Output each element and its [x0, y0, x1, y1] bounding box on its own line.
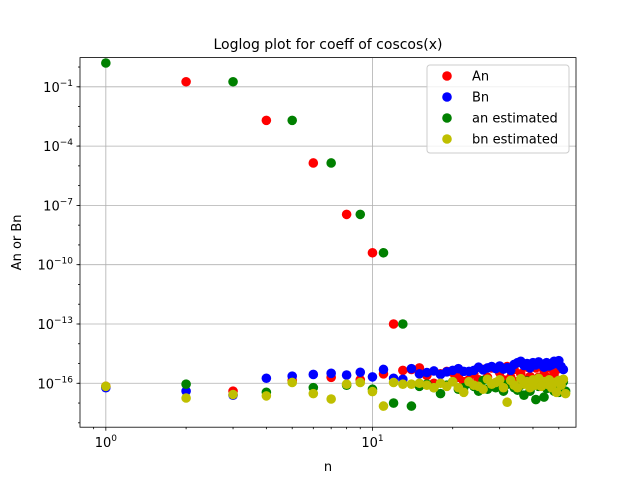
x-axis-label: n	[324, 460, 332, 475]
data-point	[406, 401, 417, 411]
data-point	[398, 319, 408, 329]
legend: An Bn an estimated bn estimated	[426, 64, 570, 154]
data-point	[367, 386, 378, 397]
x-tick-label-base: 10	[361, 436, 378, 451]
data-point	[308, 158, 319, 168]
data-point	[261, 373, 272, 384]
data-point	[228, 389, 238, 400]
data-point	[388, 377, 399, 388]
data-point	[398, 365, 408, 376]
data-point	[435, 388, 446, 399]
data-point	[355, 209, 366, 220]
data-point	[261, 391, 272, 401]
data-point	[341, 379, 352, 389]
y-axis-label: An or Bn	[10, 214, 25, 270]
y-tick-label-base: 10	[37, 259, 54, 274]
data-point	[355, 367, 366, 378]
data-point	[378, 364, 389, 375]
legend-label: bn estimated	[472, 133, 558, 148]
data-point	[261, 115, 272, 126]
y-tick-label: 10−10	[37, 257, 73, 274]
data-point	[458, 387, 469, 398]
data-point	[558, 374, 569, 385]
data-point	[287, 115, 298, 126]
data-point	[101, 381, 111, 392]
data-point	[326, 158, 336, 168]
legend-marker	[442, 134, 452, 144]
y-tick-label-base: 10	[43, 199, 60, 214]
y-tick-label-base: 10	[43, 81, 60, 96]
series-bn	[101, 355, 569, 400]
x-tick-label-base: 10	[95, 436, 112, 451]
y-tick-label-base: 10	[43, 140, 60, 155]
y-tick-label: 10−1	[43, 79, 73, 96]
data-point	[388, 398, 399, 408]
y-tick-label-exponent: −16	[54, 375, 73, 385]
data-point	[228, 76, 238, 87]
data-point	[551, 387, 562, 398]
y-tick-label-exponent: −1	[60, 79, 73, 89]
data-point	[447, 376, 458, 387]
data-point	[414, 369, 425, 379]
data-point	[406, 363, 417, 374]
data-point	[367, 372, 378, 382]
legend-label: An	[472, 70, 489, 85]
y-tick-label-exponent: −13	[54, 316, 73, 326]
data-point	[502, 397, 512, 408]
x-tick-label-exponent: 1	[378, 434, 384, 444]
data-point	[560, 388, 571, 399]
plot-area-frame	[79, 57, 577, 428]
data-point	[378, 247, 389, 258]
data-point	[498, 382, 509, 393]
data-point	[308, 369, 319, 380]
x-tick-label-exponent: 0	[111, 434, 117, 444]
data-point	[378, 401, 389, 411]
data-point	[494, 375, 505, 385]
data-point	[558, 364, 569, 375]
data-point	[181, 76, 191, 87]
data-point	[341, 209, 352, 220]
data-point	[388, 319, 399, 329]
data-point	[531, 394, 541, 405]
data-point	[398, 379, 408, 389]
data-point	[326, 368, 336, 379]
legend-marker	[442, 92, 452, 102]
y-tick-label-base: 10	[37, 377, 54, 392]
y-tick-label-exponent: −7	[60, 197, 73, 207]
x-tick-label: 101	[361, 434, 383, 451]
data-point	[367, 247, 378, 258]
y-tick-label: 10−13	[37, 316, 73, 333]
data-point	[478, 384, 488, 395]
y-tick-label-exponent: −4	[60, 138, 74, 148]
y-tick-label-base: 10	[37, 318, 54, 333]
data-point	[287, 377, 298, 388]
data-point	[181, 379, 191, 389]
legend-label: an estimated	[472, 112, 558, 127]
legend-marker	[442, 113, 452, 123]
series-bn-estimated	[101, 373, 571, 411]
y-tick-label: 10−16	[37, 375, 73, 392]
data-point	[341, 370, 352, 380]
data-point	[308, 388, 319, 399]
legend-label: Bn	[472, 91, 489, 106]
data-point	[181, 393, 191, 403]
data-point	[326, 394, 336, 404]
data-point	[355, 377, 366, 388]
y-tick-label: 10−4	[43, 138, 73, 155]
y-tick-label-exponent: −10	[54, 257, 73, 267]
data-point	[181, 386, 191, 396]
x-tick-label: 100	[95, 434, 118, 451]
data-point	[406, 379, 417, 389]
data-points	[101, 58, 571, 411]
data-point	[414, 378, 425, 389]
legend-marker	[442, 71, 452, 81]
data-point	[539, 392, 549, 402]
legend-box	[426, 64, 570, 154]
data-point	[101, 58, 111, 68]
chart-title: Loglog plot for coeff of coscos(x)	[213, 37, 442, 53]
y-tick-label: 10−7	[43, 197, 73, 214]
